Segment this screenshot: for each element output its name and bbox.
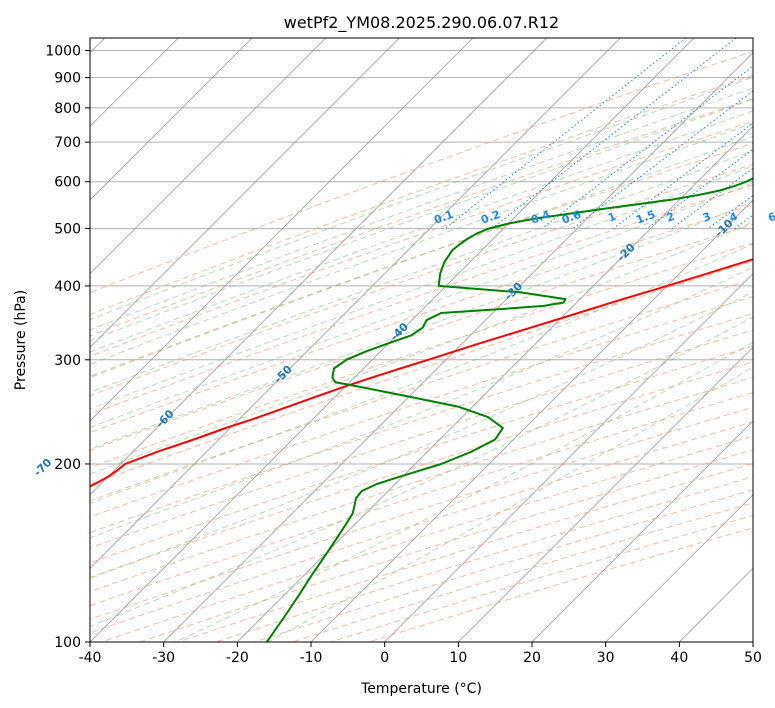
- mixing-ratio-line: [612, 122, 753, 229]
- mixing-ratio-line: [541, 65, 753, 229]
- isotherm-label: -70: [31, 456, 54, 479]
- isotherm-line: [237, 125, 753, 642]
- y-tick-label: 500: [54, 222, 81, 238]
- mixing-ratio-label: 0.4: [529, 208, 552, 227]
- mixing-ratio-line: [734, 214, 753, 230]
- moist-adiabat-line: [90, 110, 753, 353]
- isotherm-label: -50: [272, 363, 295, 386]
- y-tick-label: 1000: [45, 44, 81, 60]
- mixing-ratio-label: 3: [701, 210, 713, 225]
- isotherm-line: [163, 52, 753, 642]
- mixing-ratio-line: [671, 167, 753, 229]
- isotherm-line: [605, 494, 753, 642]
- moist-adiabat-line: [90, 291, 753, 580]
- y-tick-label: 800: [54, 101, 81, 117]
- dry-adiabat-line: [90, 312, 753, 534]
- y-tick-label: 200: [54, 457, 81, 473]
- moist-adiabat-line: [90, 98, 753, 342]
- moist-adiabat-line: [267, 366, 753, 642]
- mixing-ratio-label: 0.6: [560, 208, 583, 227]
- x-tick-label: 0: [380, 650, 389, 666]
- y-tick-label: 300: [54, 353, 81, 369]
- y-tick-label: 900: [54, 71, 81, 87]
- mixing-ratio-label: 1: [606, 210, 618, 225]
- isotherm-line: [90, 38, 695, 642]
- y-tick-label: 400: [54, 279, 81, 295]
- x-tick-label: -10: [300, 650, 323, 666]
- moist-adiabat-line: [90, 87, 753, 331]
- dry-adiabat-line: [90, 278, 753, 502]
- moist-adiabat-line: [90, 76, 753, 321]
- dry-adiabat-line: [90, 74, 753, 316]
- isotherm-label: -30: [502, 280, 525, 303]
- x-tick-label: 30: [597, 650, 615, 666]
- dry-adiabat-line: [90, 98, 753, 337]
- moist-adiabat-line: [90, 243, 753, 504]
- mixing-ratio-label: 6: [766, 210, 775, 225]
- x-axis-ticks: -40 -30 -20 -10 0 10 20 30 40 50: [79, 642, 762, 666]
- isotherm-line: [458, 346, 753, 642]
- dry-adiabat-line: [215, 476, 753, 642]
- x-tick-label: 50: [744, 650, 762, 666]
- x-tick-label: -20: [226, 650, 249, 666]
- dewpoint-profile: [265, 177, 753, 642]
- mixing-ratio-label: 4: [728, 210, 740, 225]
- mixing-ratio-label: 1.5: [634, 208, 657, 227]
- dry-adiabat-line: [177, 462, 753, 642]
- y-tick-label: 700: [54, 135, 81, 151]
- isotherm-line: [90, 38, 253, 201]
- y-axis-label: Pressure (hPa): [13, 290, 29, 390]
- dry-adiabat-line: [90, 376, 753, 593]
- temperature-profile: [90, 258, 753, 488]
- moist-adiabat-line: [90, 182, 753, 428]
- isotherm-line: [90, 38, 547, 496]
- dry-adiabat-line: [90, 163, 753, 397]
- isotherm-label: -20: [615, 241, 638, 264]
- mixing-ratio-line: [444, 38, 687, 229]
- moist-adiabat-line: [174, 341, 753, 642]
- isotherm-line: [384, 273, 753, 642]
- isotherm-line: [531, 420, 753, 642]
- dry-adiabat-line: [90, 242, 753, 469]
- mixing-ratio-label: 0.2: [479, 208, 502, 227]
- mixing-ratio-label: 2: [665, 210, 677, 225]
- isotherm-label: -40: [388, 320, 411, 343]
- mixing-ratio-label: 0.1: [432, 208, 455, 227]
- dry-adiabat-line: [90, 142, 753, 377]
- x-tick-label: 20: [523, 650, 541, 666]
- y-tick-label: 600: [54, 175, 81, 191]
- isotherm-line: [679, 567, 753, 642]
- x-tick-label: 10: [449, 650, 467, 666]
- x-tick-label: -40: [79, 650, 102, 666]
- x-axis-label: Temperature (°C): [360, 681, 482, 697]
- isotherm-line: [752, 641, 753, 642]
- dry-adiabat-line: [90, 329, 753, 549]
- moist-adiabat-line: [90, 201, 753, 450]
- x-tick-label: 40: [670, 650, 688, 666]
- isotherm-label: -60: [153, 407, 176, 430]
- plot-area: [90, 38, 753, 642]
- y-tick-label: 100: [54, 635, 81, 651]
- moist-adiabat-line: [90, 165, 753, 410]
- chart-title: wetPf2_YM08.2025.290.06.07.R12: [284, 13, 559, 33]
- dry-adiabat-line: [90, 120, 753, 357]
- isotherm-line: [90, 38, 326, 275]
- y-axis-ticks: 100 200 300 400 500 600 700 800 900 1000: [45, 44, 90, 651]
- isotherm-line: [90, 38, 621, 569]
- isotherm-line: [90, 38, 474, 422]
- dry-adiabat-line: [368, 527, 753, 642]
- dry-adiabat-line: [101, 435, 753, 642]
- mixing-ratio-line: [572, 90, 753, 229]
- isotherm-line: [310, 199, 753, 642]
- mixing-ratio-line: [491, 38, 737, 229]
- moist-adiabat-line: [90, 266, 753, 539]
- moist-adiabat-line: [90, 316, 753, 627]
- plot-frame: [89, 37, 754, 643]
- x-tick-label: -30: [152, 650, 175, 666]
- isotherm-line: [90, 38, 400, 348]
- dry-adiabat-line: [90, 361, 753, 578]
- dry-adiabat-line: [90, 223, 753, 451]
- dry-adiabat-line: [90, 50, 753, 294]
